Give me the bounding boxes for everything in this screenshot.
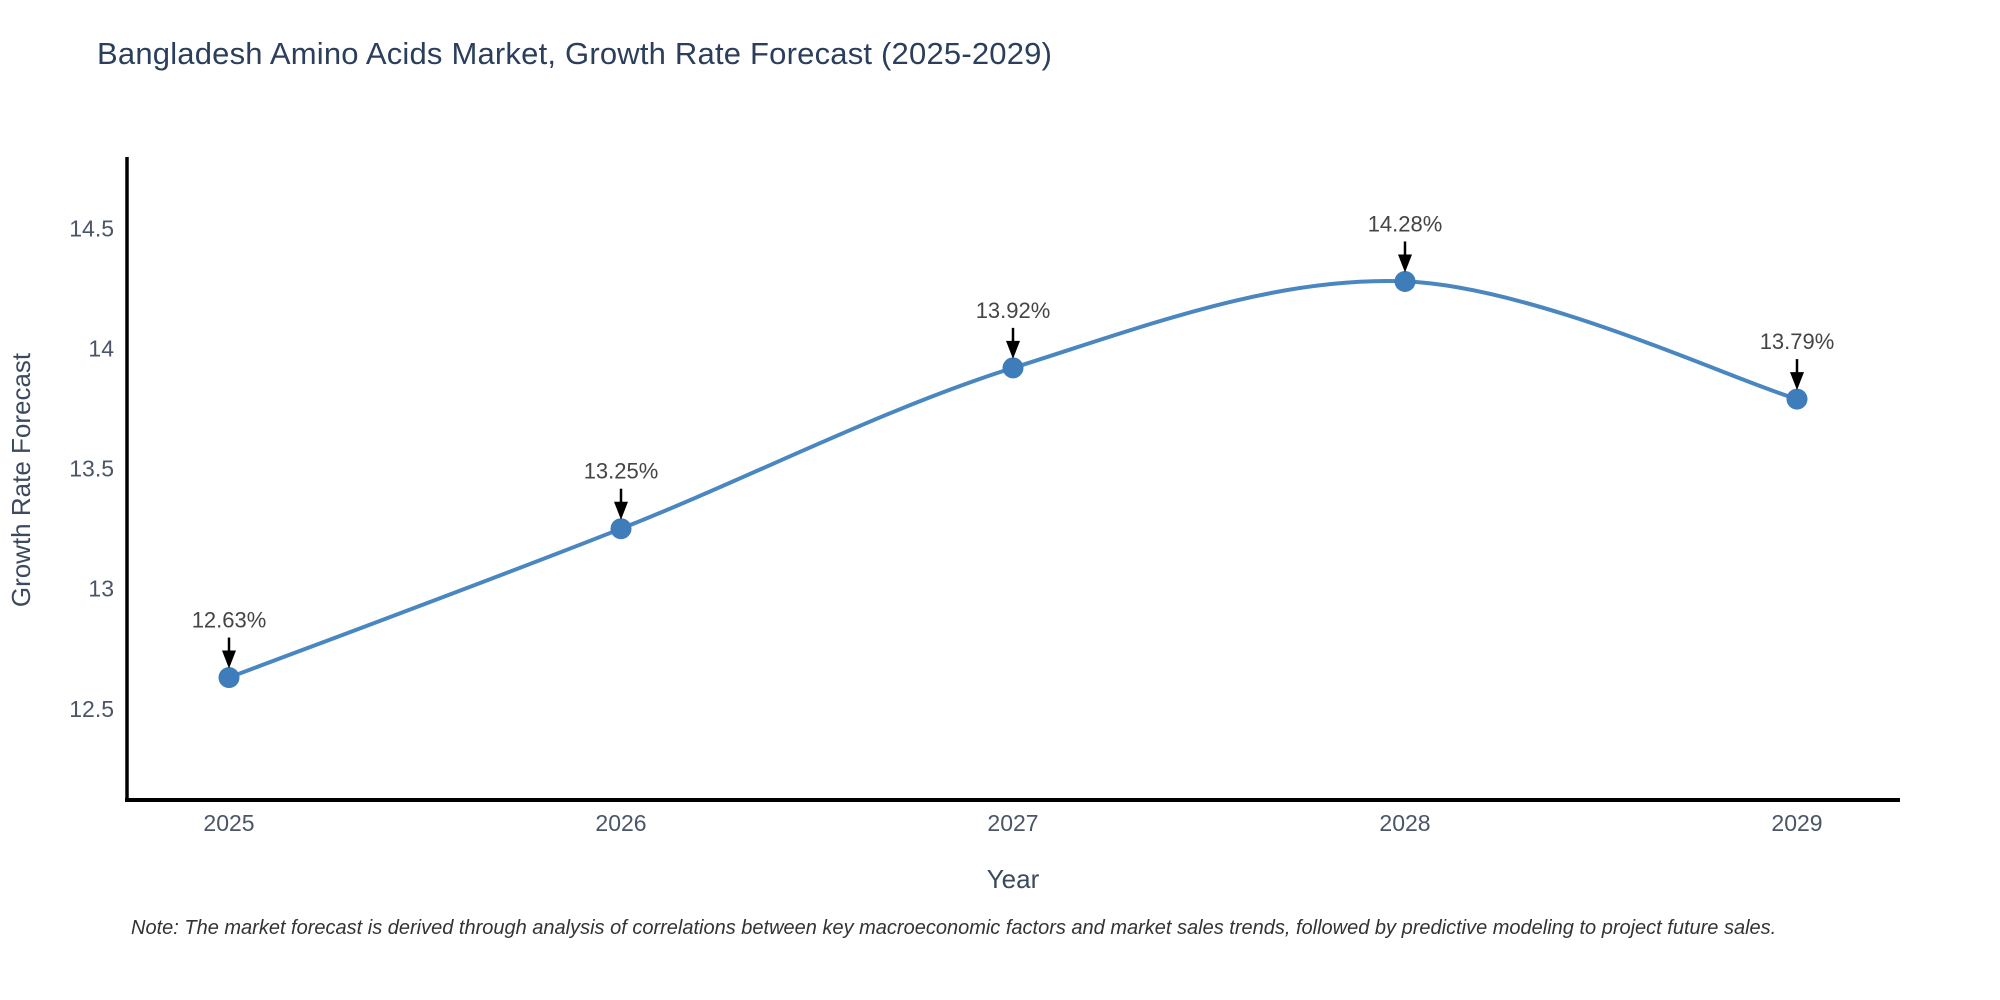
annotation-label: 14.28% bbox=[1368, 211, 1443, 236]
annotation-arrowhead bbox=[1398, 254, 1412, 273]
x-tick-label: 2025 bbox=[203, 810, 254, 836]
data-point-marker bbox=[610, 518, 632, 540]
annotation-arrowhead bbox=[222, 650, 236, 669]
point-annotations: 12.63% 13.25% 13.92% 14.28% 13.79% bbox=[192, 211, 1835, 669]
y-axis-title: Growth Rate Forecast bbox=[6, 352, 36, 607]
data-point-marker bbox=[1786, 388, 1808, 410]
data-point-marker bbox=[218, 667, 240, 689]
x-tick-label: 2028 bbox=[1379, 810, 1430, 836]
y-tick-label: 14 bbox=[88, 336, 114, 362]
y-tick-label: 13 bbox=[88, 576, 114, 602]
annotation-label: 13.79% bbox=[1760, 329, 1835, 354]
data-point-marker bbox=[1394, 270, 1416, 292]
y-tick-label: 12.5 bbox=[69, 696, 114, 722]
annotation-arrowhead bbox=[1006, 340, 1020, 359]
y-tick-label: 14.5 bbox=[69, 216, 114, 242]
x-tick-label: 2027 bbox=[987, 810, 1038, 836]
annotation-arrowhead bbox=[1790, 372, 1804, 391]
data-point-marker bbox=[1002, 357, 1024, 379]
annotation-label: 12.63% bbox=[192, 608, 267, 633]
chart-title: Bangladesh Amino Acids Market, Growth Ra… bbox=[97, 36, 1053, 71]
footnote-text: Note: The market forecast is derived thr… bbox=[131, 917, 1777, 939]
annotation-label: 13.25% bbox=[584, 459, 659, 484]
tick-labels: 12.5 13 13.5 14 14.5 2025 2026 2027 2028 2029 bbox=[69, 216, 1822, 836]
annotation-arrowhead bbox=[614, 501, 628, 520]
x-tick-label: 2026 bbox=[595, 810, 646, 836]
data-series bbox=[218, 270, 1808, 689]
annotation-label: 13.92% bbox=[976, 298, 1051, 323]
y-tick-label: 13.5 bbox=[69, 456, 114, 482]
x-axis-title: Year bbox=[987, 864, 1040, 894]
x-tick-label: 2029 bbox=[1771, 810, 1822, 836]
